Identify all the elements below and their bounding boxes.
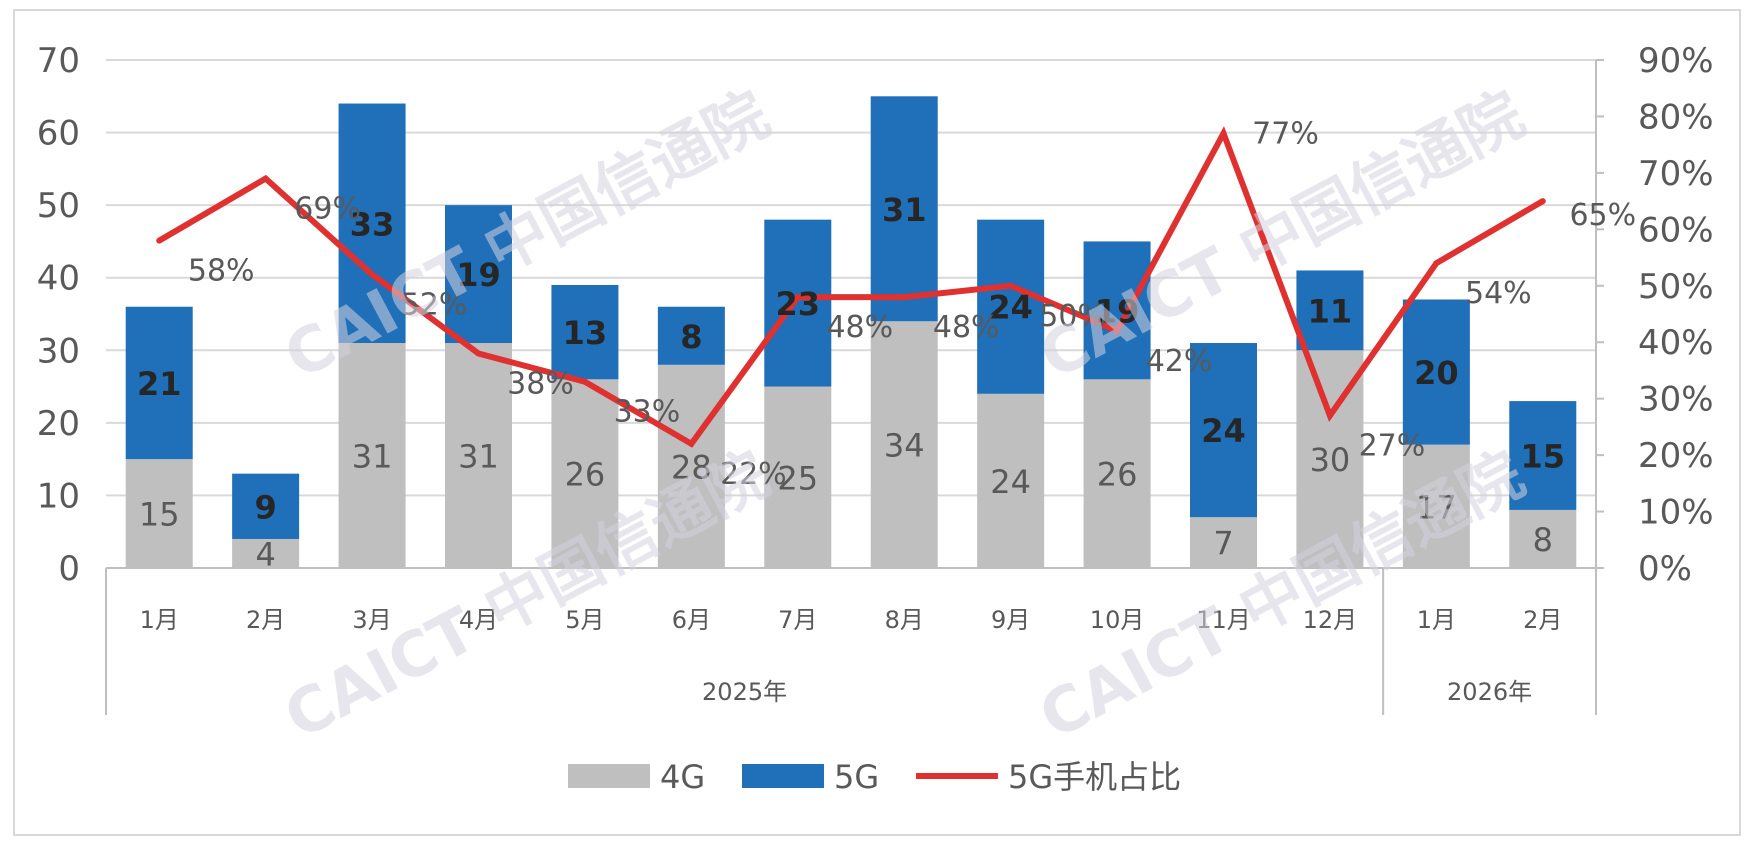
x-axis-category-label: 8月 (885, 606, 924, 634)
x-axis-category-label: 10月 (1090, 606, 1145, 634)
bar-5g-value-label: 31 (882, 191, 927, 229)
left-axis-tick-label: 30 (37, 331, 80, 371)
ratio-point (1221, 130, 1227, 136)
x-axis-group-label: 2025年 (702, 678, 787, 706)
bar-5g-value-label: 11 (1308, 292, 1353, 330)
bar-4g-value-label: 7 (1213, 525, 1233, 563)
bar-5g-value-label: 24 (1201, 412, 1246, 450)
ratio-point (263, 176, 269, 182)
ratio-value-label: 54% (1465, 276, 1532, 311)
bar-4g-value-label: 34 (884, 427, 925, 465)
bar-5g-value-label: 13 (563, 314, 608, 352)
bar-5g-value-label: 8 (680, 318, 702, 356)
ratio-point (476, 351, 482, 357)
right-axis-tick-label: 10% (1638, 493, 1714, 533)
right-axis-tick-label: 90% (1638, 41, 1714, 81)
right-axis-tick-label: 0% (1638, 549, 1692, 589)
x-axis-group-label: 2026年 (1447, 678, 1532, 706)
x-axis-category-label: 2月 (1523, 606, 1562, 634)
legend-label-4g: 4G (660, 758, 705, 796)
right-axis-tick-label: 50% (1638, 267, 1714, 307)
x-axis-category-label: 1月 (140, 606, 179, 634)
bar-4g-value-label: 15 (139, 496, 180, 534)
bar-5g-value-label: 21 (137, 365, 182, 403)
legend-swatch-5g (742, 764, 824, 788)
ratio-value-label: 69% (294, 192, 361, 227)
left-axis-tick-label: 50 (37, 186, 80, 226)
ratio-value-label: 27% (1359, 429, 1426, 464)
ratio-value-label: 33% (614, 395, 681, 430)
ratio-point (156, 238, 162, 244)
ratio-value-label: 38% (507, 367, 574, 402)
bar-4g-value-label: 24 (990, 463, 1031, 501)
ratio-value-label: 65% (1569, 198, 1636, 233)
left-axis-tick-label: 0 (58, 549, 80, 589)
x-axis-category-label: 7月 (778, 606, 817, 634)
ratio-point (1327, 413, 1333, 419)
ratio-point (1433, 260, 1439, 266)
legend-swatch-4g (568, 764, 650, 788)
left-axis-tick-label: 10 (37, 476, 80, 516)
bar-5g-value-label: 9 (255, 488, 277, 526)
right-axis-tick-label: 60% (1638, 210, 1714, 250)
bar-4g-value-label: 26 (1097, 456, 1138, 494)
bar-4g-value-label: 8 (1533, 521, 1553, 559)
right-axis-tick-label: 70% (1638, 154, 1714, 194)
right-axis-tick-label: 40% (1638, 323, 1714, 363)
bar-4g-value-label: 31 (352, 438, 393, 476)
ratio-point (688, 441, 694, 447)
ratio-point (582, 379, 588, 385)
right-axis-tick-label: 80% (1638, 97, 1714, 137)
ratio-value-label: 77% (1252, 116, 1319, 151)
bar-4g-value-label: 26 (565, 456, 606, 494)
ratio-value-label: 48% (826, 310, 893, 345)
left-axis-tick-label: 20 (37, 404, 80, 444)
x-axis-category-label: 2月 (246, 606, 285, 634)
legend-label-ratio: 5G手机占比 (1008, 758, 1181, 796)
x-axis-category-label: 1月 (1417, 606, 1456, 634)
bar-5g-value-label: 23 (776, 285, 821, 323)
ratio-value-label: 42% (1146, 344, 1213, 379)
left-axis-tick-label: 70 (37, 41, 80, 81)
ratio-value-label: 58% (188, 254, 255, 289)
bar-4g-value-label: 30 (1310, 441, 1351, 479)
ratio-point (1540, 198, 1546, 204)
legend: 4G 5G 5G手机占比 (568, 758, 1181, 796)
bar-4g-value-label: 4 (255, 535, 275, 573)
ratio-value-label: 48% (933, 310, 1000, 345)
right-axis-tick-label: 20% (1638, 436, 1714, 476)
bar-4g-value-label: 31 (458, 438, 499, 476)
right-axis-tick-label: 30% (1638, 380, 1714, 420)
left-axis-tick-label: 60 (37, 114, 80, 154)
x-axis-category-label: 6月 (672, 606, 711, 634)
left-axis-tick-label: 40 (37, 259, 80, 299)
ratio-point (901, 294, 907, 300)
x-axis-category-label: 9月 (991, 606, 1030, 634)
legend-label-5g: 5G (834, 758, 879, 796)
bar-5g-value-label: 20 (1414, 354, 1459, 392)
bar-5g-value-label: 15 (1521, 438, 1566, 476)
